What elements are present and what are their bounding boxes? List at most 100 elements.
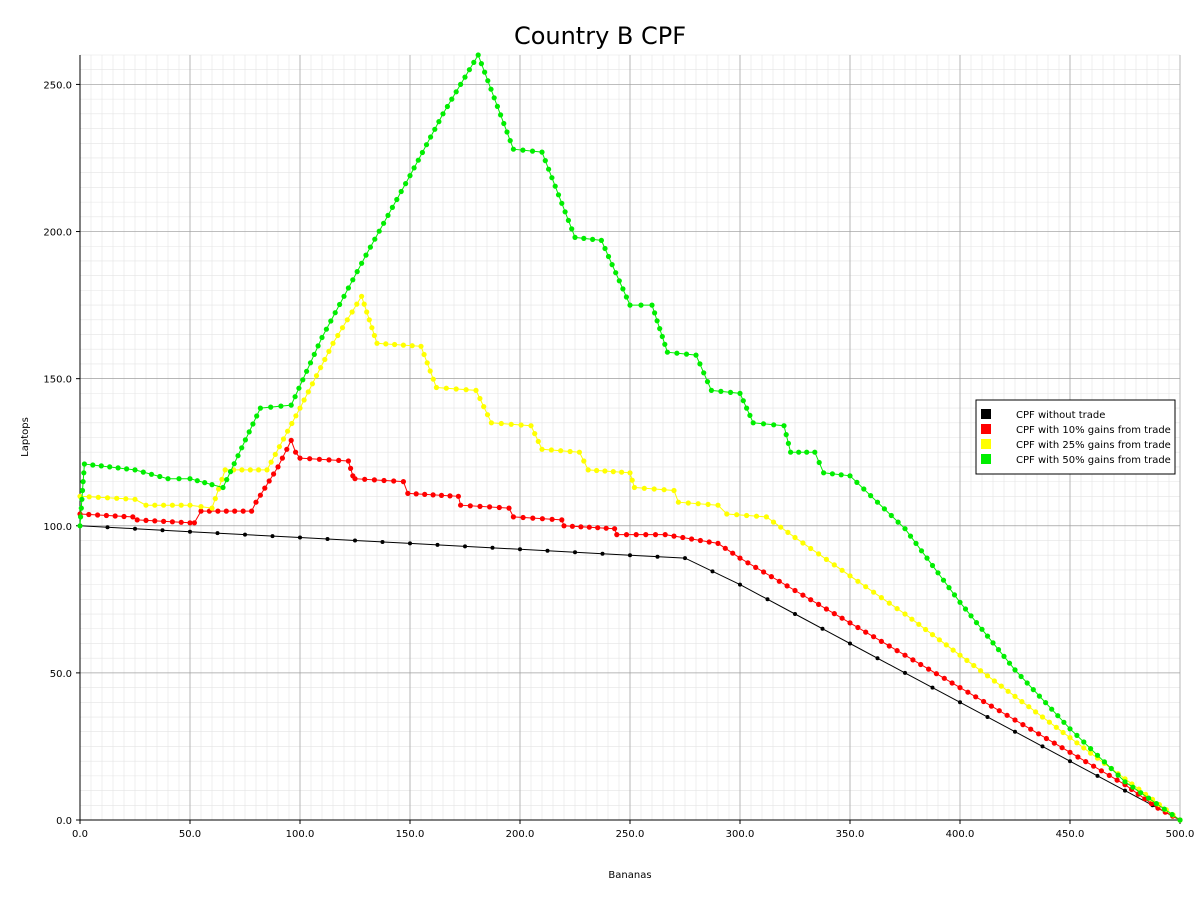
data-point [418,343,424,349]
legend: CPF without trade CPF with 10% gains from… [975,399,1176,475]
data-point [913,540,919,547]
x-tick-label: 0.0 [72,829,88,840]
y-axis-title: Laptops [20,417,31,457]
data-point [212,496,218,502]
data-point [325,537,330,541]
data-point [708,387,715,393]
data-point [539,516,546,522]
legend-swatch [981,409,991,419]
data-point [86,511,92,518]
data-point [631,484,638,491]
data-point [804,449,810,455]
data-point [685,500,691,506]
y-tick-label: 50.0 [50,669,72,680]
data-point [239,445,245,451]
data-point [301,397,307,403]
data-point [1081,739,1087,745]
data-point [279,455,285,461]
data-point [978,668,984,674]
data-point [339,325,346,331]
data-point [307,456,313,462]
data-point [176,476,182,482]
data-point [576,449,583,455]
data-point [918,548,925,554]
data-point [289,420,295,427]
data-point [435,542,440,547]
data-point [1067,726,1073,732]
data-point [275,464,281,470]
data-point [293,413,299,419]
data-point [1074,740,1080,746]
data-point [847,573,853,579]
data-point [628,553,632,558]
data-point [1153,801,1159,807]
data-point [209,505,215,511]
data-point [559,200,565,206]
data-point [1049,706,1055,712]
data-point [364,309,370,315]
data-point [855,578,861,584]
y-tick-label: 200.0 [43,228,72,239]
data-point [740,398,746,404]
data-point [585,467,591,473]
data-point [432,126,438,132]
data-point [839,615,845,621]
data-point [562,209,568,215]
data-point [909,616,915,622]
data-point [943,642,949,648]
data-point [133,526,137,531]
data-point [240,508,246,514]
data-point [507,138,513,144]
data-point [704,379,711,385]
data-point [744,512,750,519]
data-point [266,478,272,484]
data-point [894,648,900,654]
data-point [216,486,222,492]
data-point [95,512,101,518]
data-point [256,467,262,473]
data-point [103,512,109,519]
data-point [848,641,852,646]
data-point [689,536,695,542]
data-point [477,503,483,509]
data-point [981,698,987,705]
data-point [1138,790,1144,796]
data-point [463,387,469,393]
data-point [178,502,184,508]
data-point [235,453,241,459]
data-point [1039,714,1046,720]
data-point [1053,724,1059,730]
data-point [761,569,767,575]
data-point [243,532,247,537]
data-point [1094,752,1101,758]
data-point [1051,740,1057,746]
data-point [923,626,929,633]
data-point [307,360,314,366]
data-point [996,708,1002,714]
data-point [453,89,459,95]
data-point [104,495,111,501]
data-point [763,514,770,520]
data-point [198,504,204,510]
data-point [322,356,328,363]
data-point [316,456,322,462]
data-point [985,715,990,719]
data-point [436,119,442,125]
data-point [169,502,175,508]
data-point [753,564,759,571]
data-point [555,192,562,198]
x-tick-label: 150.0 [396,829,425,840]
data-point [951,592,958,598]
legend-swatch [981,454,991,464]
data-point [918,661,924,668]
data-point [792,587,798,594]
data-point [409,343,415,349]
data-point [124,466,130,472]
data-point [747,412,753,418]
data-point [958,700,962,705]
data-point [494,103,500,109]
data-point [565,217,572,223]
data-point [1006,660,1013,666]
data-point [609,262,615,268]
data-point [504,129,510,135]
